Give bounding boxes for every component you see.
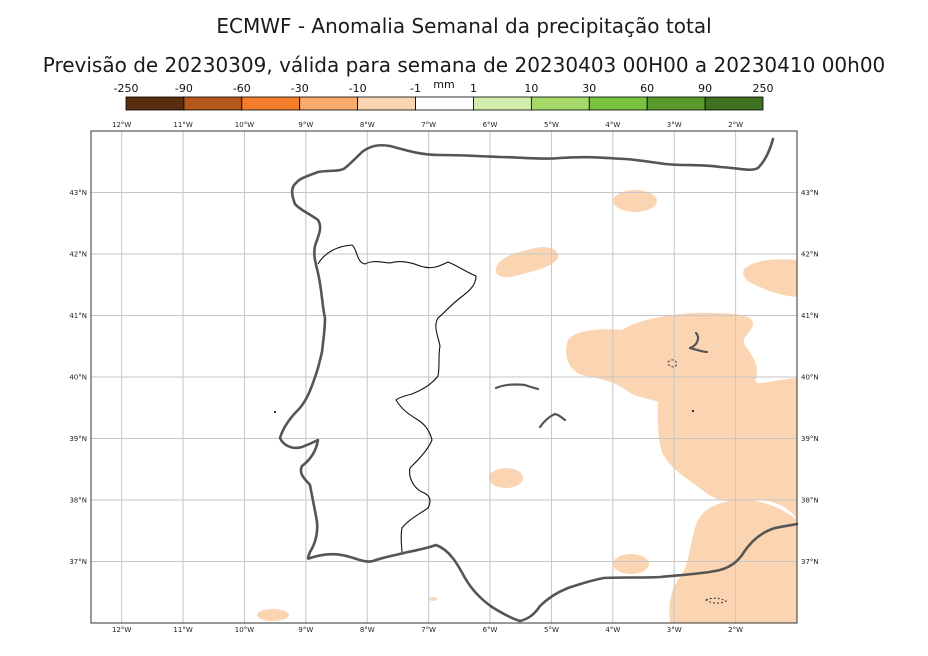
longitude-label: 10°W: [235, 121, 254, 129]
colorbar-tick-label: 1: [470, 82, 477, 95]
colorbar-swatch: [125, 96, 185, 111]
colorbar-swatch: [183, 96, 243, 111]
latitude-label: 39°N: [69, 435, 87, 443]
colorbar-tick-label: -30: [291, 82, 309, 95]
longitude-label: 4°W: [605, 626, 620, 634]
longitude-label: 2°W: [728, 626, 743, 634]
longitude-label: 6°W: [483, 121, 498, 129]
latitude-label: 38°N: [801, 497, 819, 505]
longitude-label: 3°W: [667, 121, 682, 129]
colorbar-swatch: [241, 96, 301, 111]
colorbar-tick-label: 60: [640, 82, 654, 95]
anomaly-patch: [613, 190, 657, 212]
anomaly-patch: [495, 247, 559, 278]
anomaly-patch: [566, 312, 797, 520]
map-subtitle: Previsão de 20230309, válida para semana…: [42, 53, 886, 77]
latitude-label: 41°N: [801, 312, 819, 320]
longitude-label: 4°W: [605, 121, 620, 129]
colorbar-tick-label: 90: [698, 82, 712, 95]
longitude-label: 7°W: [421, 121, 436, 129]
longitude-label: 8°W: [360, 121, 375, 129]
longitude-label: 2°W: [728, 121, 743, 129]
longitude-labels-top: 12°W 11°W 10°W 9°W 8°W 7°W 6°W 5°W 4°W 3°W 2°W: [112, 121, 743, 129]
colorbar-swatch: [299, 96, 359, 111]
small-features: [274, 359, 728, 604]
colorbar-swatch: [415, 96, 474, 111]
colorbar-swatch: [473, 96, 532, 111]
map-panel: 12°W 11°W 10°W 9°W 8°W 7°W 6°W 5°W 4°W 3°W 2°W 12°…: [69, 121, 818, 634]
graticule: [91, 131, 797, 623]
coastline: [278, 137, 799, 623]
latitude-labels-right: 43°N 42°N 41°N 40°N 39°N 38°N 37°N: [801, 189, 819, 566]
longitude-label: 5°W: [544, 121, 559, 129]
anomaly-patch: [489, 468, 523, 488]
colorbar-tick-label: -250: [114, 82, 139, 95]
latitude-labels-left: 43°N 42°N 41°N 40°N 39°N 38°N 37°N: [69, 189, 87, 566]
longitude-label: 6°W: [483, 626, 498, 634]
colorbar-tick-label: 30: [582, 82, 596, 95]
anomaly-patch: [257, 609, 289, 621]
latitude-label: 38°N: [69, 497, 87, 505]
anomaly-patch: [613, 554, 649, 574]
colorbar-swatch: [588, 96, 648, 111]
latitude-label: 43°N: [69, 189, 87, 197]
portugal-border: [317, 244, 477, 553]
longitude-label: 8°W: [360, 626, 375, 634]
colorbar-swatch: [646, 96, 706, 111]
colorbar-tick-label: -90: [175, 82, 193, 95]
colorbar-tick-label: -60: [233, 82, 251, 95]
latitude-label: 42°N: [69, 251, 87, 259]
longitude-label: 12°W: [112, 626, 131, 634]
colorbar-tick-label: -10: [349, 82, 367, 95]
map-title: ECMWF - Anomalia Semanal da precipitação…: [216, 14, 712, 38]
latitude-label: 40°N: [69, 374, 87, 382]
longitude-label: 9°W: [298, 121, 313, 129]
colorbar-swatch: [704, 96, 764, 111]
longitude-label: 3°W: [667, 626, 682, 634]
latitude-label: 37°N: [69, 558, 87, 566]
latitude-label: 39°N: [801, 435, 819, 443]
longitude-label: 11°W: [173, 121, 192, 129]
colorbar-swatch: [357, 96, 416, 111]
longitude-label: 7°W: [421, 626, 436, 634]
latitude-label: 43°N: [801, 189, 819, 197]
latitude-label: 42°N: [801, 251, 819, 259]
longitude-labels-bottom: 12°W 11°W 10°W 9°W 8°W 7°W 6°W 5°W 4°W 3°W 2°W: [112, 626, 743, 634]
latitude-label: 40°N: [801, 374, 819, 382]
longitude-label: 11°W: [173, 626, 192, 634]
latitude-label: 41°N: [69, 312, 87, 320]
longitude-label: 12°W: [112, 121, 131, 129]
anomaly-patch: [743, 259, 797, 297]
latitude-label: 37°N: [801, 558, 819, 566]
colorbar-tick-label: 10: [524, 82, 538, 95]
colorbar-tick-label: 250: [753, 82, 774, 95]
colorbar-swatch: [530, 96, 590, 111]
longitude-label: 9°W: [298, 626, 313, 634]
colorbar-tick-label: -1: [410, 82, 421, 95]
anomaly-patch: [429, 597, 437, 601]
longitude-label: 5°W: [544, 626, 559, 634]
longitude-label: 10°W: [235, 626, 254, 634]
map-frame: [90, 130, 798, 624]
colorbar: -250 -90 -60 -30 -10 -1 1 10 30 60 90 250: [114, 82, 774, 111]
colorbar-unit-label: mm: [433, 78, 454, 91]
